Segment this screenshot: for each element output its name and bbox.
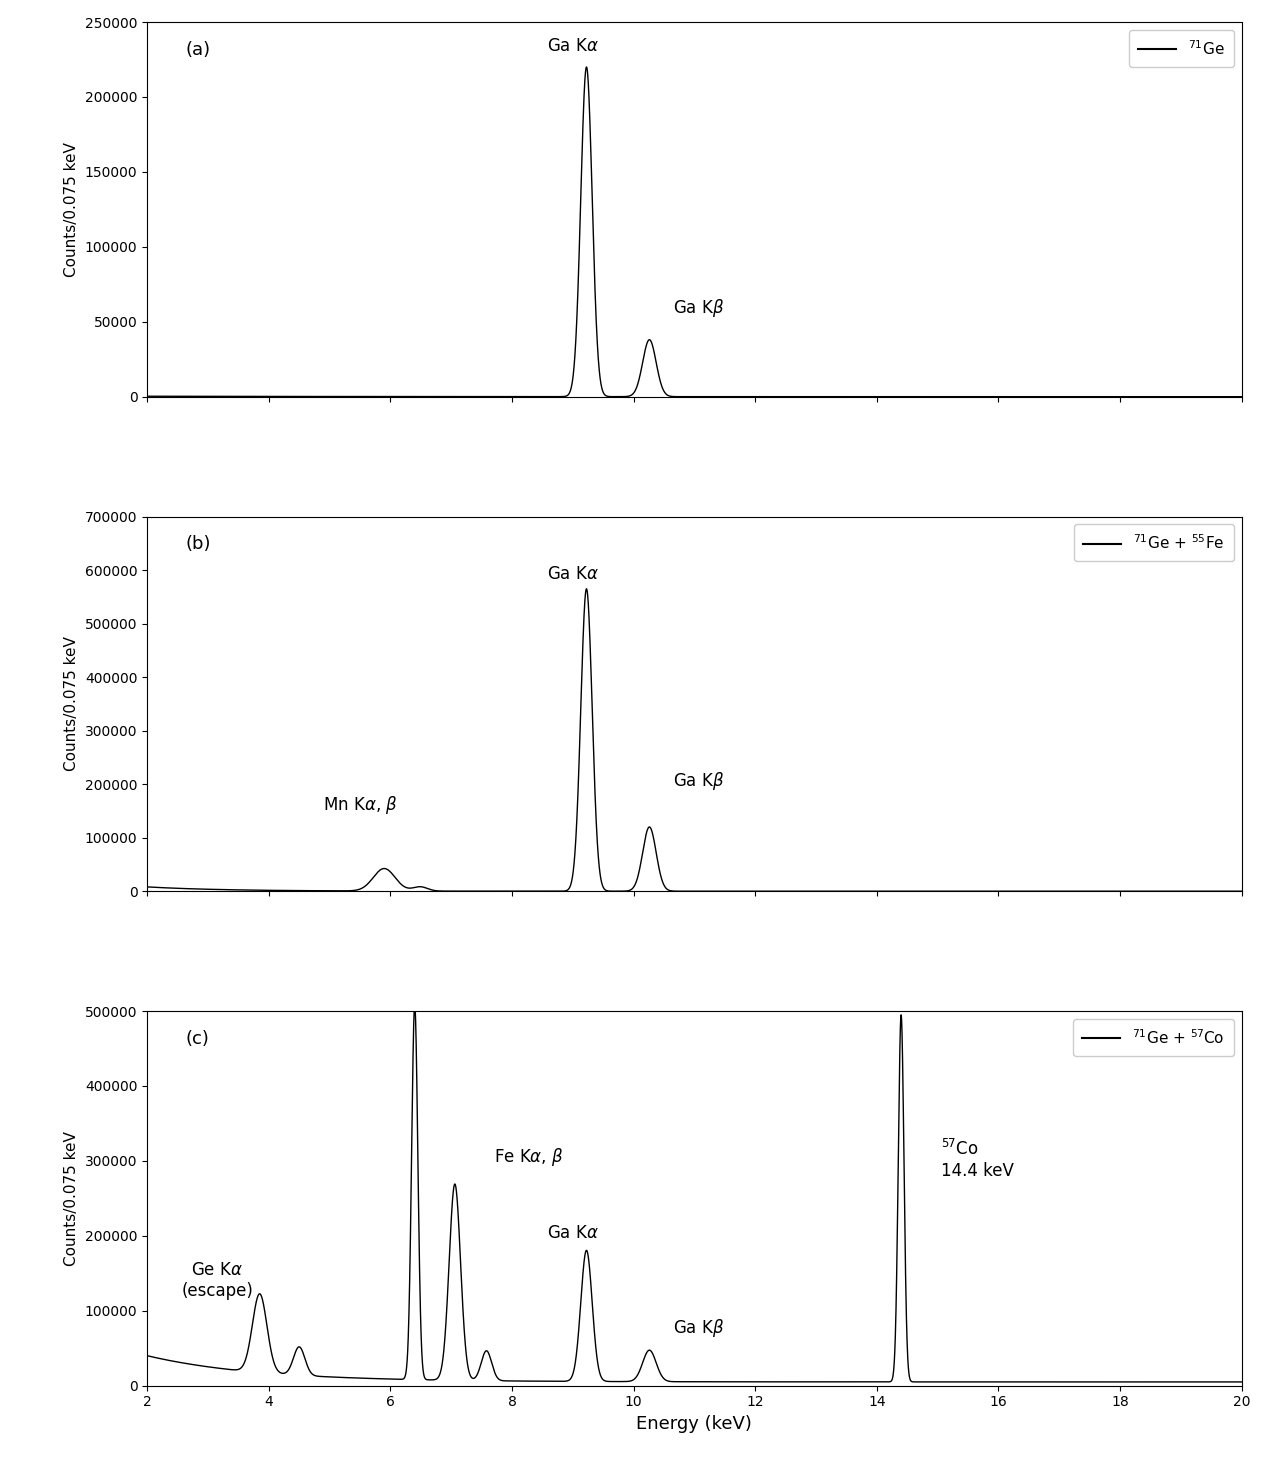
Y-axis label: Counts/0.075 keV: Counts/0.075 keV — [64, 637, 79, 771]
Text: (a): (a) — [186, 41, 211, 59]
Text: Fe K$\alpha$, $\beta$: Fe K$\alpha$, $\beta$ — [494, 1146, 563, 1168]
Text: Ga K$\beta$: Ga K$\beta$ — [673, 771, 724, 793]
Text: (b): (b) — [186, 535, 211, 553]
Text: Ga K$\alpha$: Ga K$\alpha$ — [547, 37, 599, 54]
X-axis label: Energy (keV): Energy (keV) — [636, 1415, 753, 1433]
Text: Ga K$\beta$: Ga K$\beta$ — [673, 297, 724, 319]
Text: Ge K$\alpha$
(escape): Ge K$\alpha$ (escape) — [182, 1261, 253, 1299]
Text: Ga K$\alpha$: Ga K$\alpha$ — [547, 565, 599, 584]
Text: Mn K$\alpha$, $\beta$: Mn K$\alpha$, $\beta$ — [323, 794, 397, 816]
Text: (c): (c) — [186, 1030, 210, 1047]
Text: $^{57}$Co
14.4 keV: $^{57}$Co 14.4 keV — [941, 1139, 1014, 1180]
Text: Ga K$\alpha$: Ga K$\alpha$ — [547, 1224, 599, 1242]
Y-axis label: Counts/0.075 keV: Counts/0.075 keV — [64, 141, 79, 277]
Y-axis label: Counts/0.075 keV: Counts/0.075 keV — [64, 1131, 79, 1267]
Text: Ga K$\beta$: Ga K$\beta$ — [673, 1317, 724, 1339]
Legend: $^{71}$Ge + $^{57}$Co: $^{71}$Ge + $^{57}$Co — [1073, 1019, 1234, 1056]
Legend: $^{71}$Ge: $^{71}$Ge — [1129, 29, 1234, 66]
Legend: $^{71}$Ge + $^{55}$Fe: $^{71}$Ge + $^{55}$Fe — [1074, 524, 1234, 562]
